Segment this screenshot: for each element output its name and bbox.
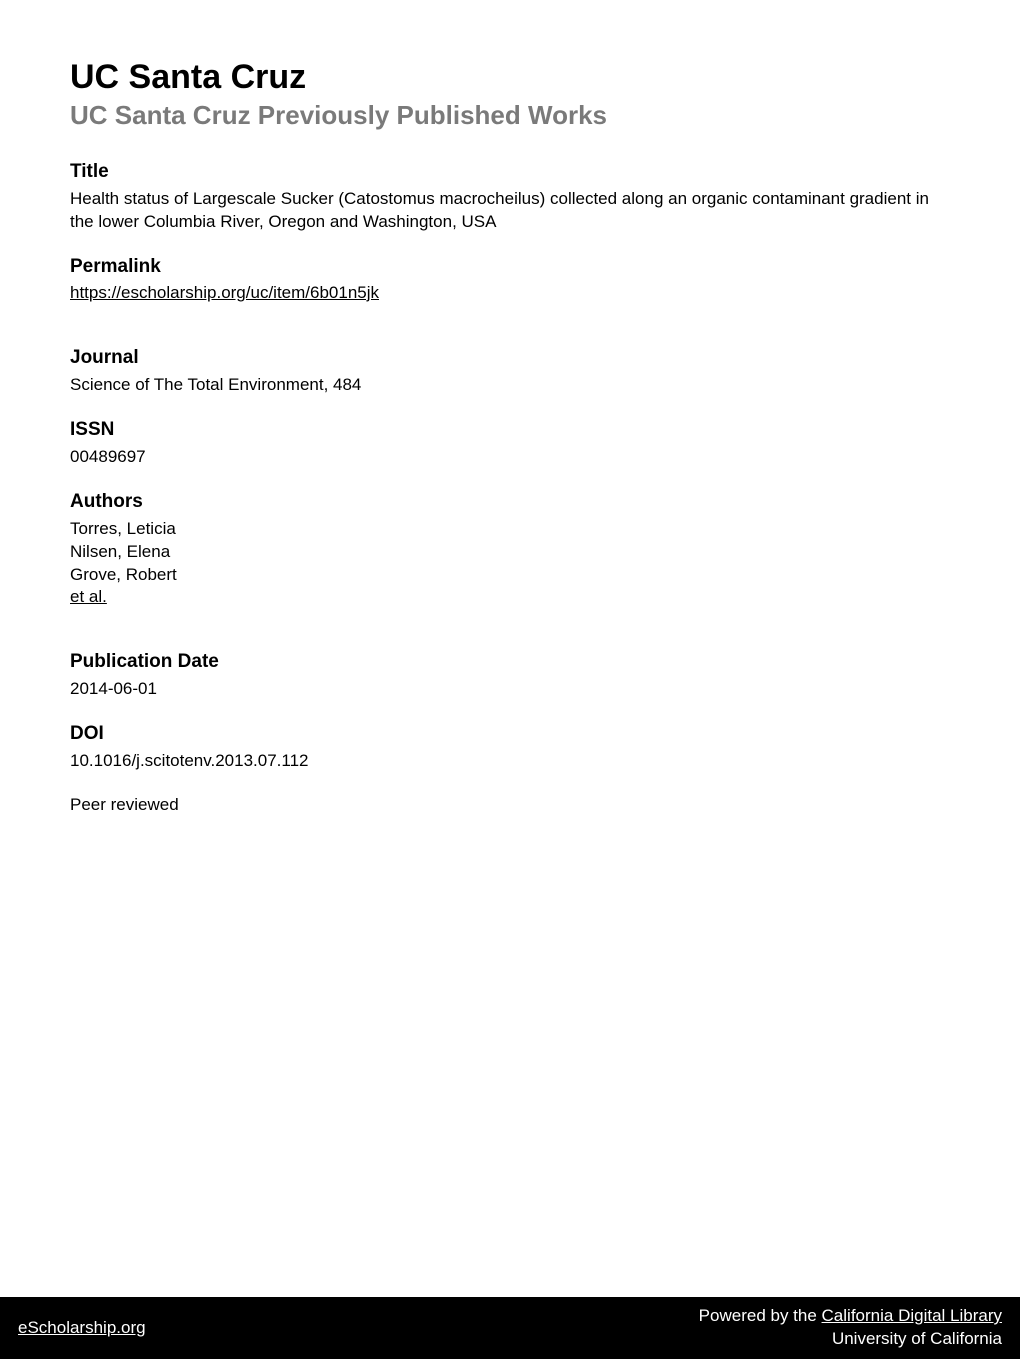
issn-heading: ISSN bbox=[70, 419, 950, 441]
permalink-heading: Permalink bbox=[70, 256, 950, 278]
doi-body: 10.1016/j.scitotenv.2013.07.112 bbox=[70, 750, 950, 773]
footer-university: University of California bbox=[699, 1328, 1002, 1351]
journal-section: Journal Science of The Total Environment… bbox=[70, 347, 950, 397]
main-title: UC Santa Cruz bbox=[70, 58, 950, 97]
page-content: UC Santa Cruz UC Santa Cruz Previously P… bbox=[0, 0, 1020, 817]
peer-reviewed-label: Peer reviewed bbox=[70, 794, 950, 817]
et-al-link[interactable]: et al. bbox=[70, 587, 107, 607]
authors-section: Authors Torres, Leticia Nilsen, Elena Gr… bbox=[70, 491, 950, 629]
title-body: Health status of Largescale Sucker (Cato… bbox=[70, 188, 950, 234]
footer-powered-prefix: Powered by the bbox=[699, 1306, 822, 1325]
publication-date-section: Publication Date 2014-06-01 bbox=[70, 651, 950, 701]
journal-heading: Journal bbox=[70, 347, 950, 369]
escholarship-link[interactable]: eScholarship.org bbox=[18, 1318, 146, 1338]
doi-heading: DOI bbox=[70, 723, 950, 745]
doi-section: DOI 10.1016/j.scitotenv.2013.07.112 bbox=[70, 723, 950, 773]
title-section: Title Health status of Largescale Sucker… bbox=[70, 161, 950, 234]
title-heading: Title bbox=[70, 161, 950, 183]
author-item: Grove, Robert bbox=[70, 564, 950, 587]
footer-attribution: Powered by the California Digital Librar… bbox=[699, 1305, 1002, 1351]
publication-date-heading: Publication Date bbox=[70, 651, 950, 673]
issn-section: ISSN 00489697 bbox=[70, 419, 950, 469]
author-item: Nilsen, Elena bbox=[70, 541, 950, 564]
subtitle: UC Santa Cruz Previously Published Works bbox=[70, 100, 950, 131]
cdl-link[interactable]: California Digital Library bbox=[822, 1306, 1002, 1325]
author-item: Torres, Leticia bbox=[70, 518, 950, 541]
permalink-section: Permalink https://escholarship.org/uc/it… bbox=[70, 256, 950, 325]
journal-body: Science of The Total Environment, 484 bbox=[70, 374, 950, 397]
issn-body: 00489697 bbox=[70, 446, 950, 469]
publication-date-body: 2014-06-01 bbox=[70, 678, 950, 701]
authors-heading: Authors bbox=[70, 491, 950, 513]
footer-bar: eScholarship.org Powered by the Californ… bbox=[0, 1297, 1020, 1359]
permalink-link[interactable]: https://escholarship.org/uc/item/6b01n5j… bbox=[70, 283, 379, 303]
